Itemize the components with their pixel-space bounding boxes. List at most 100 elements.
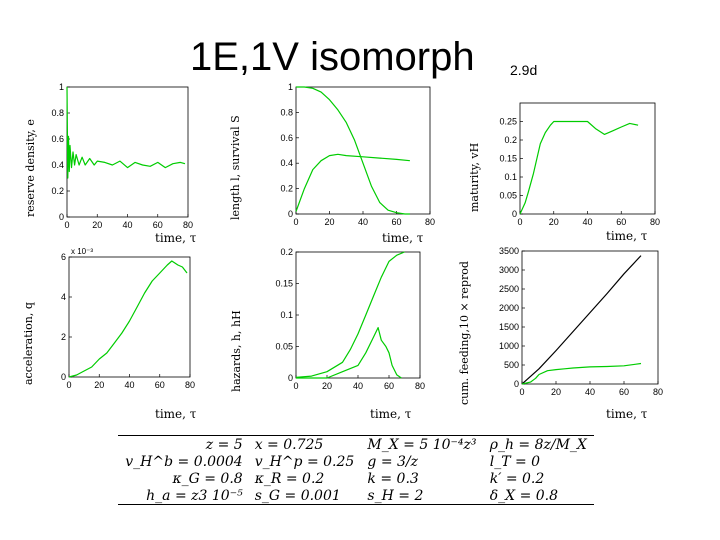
p1-plot-frame [66, 86, 189, 218]
param-cell: g = 3/z [367, 453, 419, 470]
param-cell: v_H^b = 0.0004 [125, 453, 243, 470]
param-cell: M_X = 5 10⁻⁴z³ [361, 435, 484, 453]
param-cell: κ_G = 0.8 [172, 470, 243, 487]
p2-ytick-label: 1 [288, 82, 293, 92]
parameter-table: z = 5 x = 0.725 M_X = 5 10⁻⁴z³ ρ_h = 8z/… [118, 435, 594, 505]
p1-xtick-label: 40 [122, 220, 132, 230]
p3-chart: 0 20 40 60 80 0 0.05 0.1 0.15 0.2 0.25 [499, 102, 660, 227]
param-cell: x = 0.725 [248, 435, 362, 453]
p1-ytick-label: 0.2 [51, 186, 64, 196]
p2-series-l [295, 153, 410, 212]
p3-ytick-label: 0.15 [499, 154, 517, 164]
p6-series-10-reprod [521, 362, 642, 385]
param-cell: z = 5 [118, 435, 249, 453]
p6-ytick-label: 2000 [499, 303, 519, 313]
p2-xlabel: time, τ [382, 231, 424, 245]
p6-xtick-label: 60 [619, 387, 629, 397]
p5-ytick-label: 0.15 [275, 279, 293, 289]
p2-ytick-label: 0.4 [280, 158, 293, 168]
p3-ytick-label: 0.2 [504, 135, 517, 145]
p1-ytick-label: 0.6 [51, 134, 64, 144]
p4-plot-frame [68, 256, 191, 378]
p6-ytick-label: 3000 [499, 265, 519, 275]
p2-xtick-label: 40 [358, 217, 368, 227]
p5-xlabel: time, τ [370, 407, 412, 421]
param-cell: h_a = z3 10⁻⁵ [118, 487, 249, 505]
param-row: κ_G = 0.8 κ_R = 0.2 k = 0.3 k′ = 0.2 [118, 470, 594, 487]
p3-xtick-label: 40 [582, 217, 592, 227]
p6-ytick-label: 1000 [499, 341, 519, 351]
p5-ylabel: hazards, h, hH [230, 310, 243, 392]
p2-ytick-label: 0.2 [280, 184, 293, 194]
p3-xlabel: time, τ [606, 229, 648, 243]
p4-xlabel: time, τ [155, 407, 197, 421]
p1-series-e [66, 86, 186, 179]
p3-ytick-label: 0 [512, 209, 517, 219]
p4-xtick-label: 60 [155, 380, 165, 390]
p5-series-hh [296, 327, 402, 379]
p5-xtick-label: 40 [353, 381, 363, 391]
p2-chart: 0 20 40 60 80 0 0.2 0.4 0.6 0.8 1 [280, 82, 435, 227]
p1-ytick-label: 0.8 [51, 108, 64, 118]
param-cell: δ_X = 0.8 [483, 487, 594, 505]
p4-xtick-label: 40 [124, 380, 134, 390]
p3-xtick-label: 0 [517, 217, 522, 227]
p3-xtick-label: 60 [616, 217, 626, 227]
p5-xtick-label: 80 [415, 381, 425, 391]
p3-ylabel: maturity, vH [468, 142, 481, 212]
p1-xtick-label: 80 [183, 220, 193, 230]
p4-ytick-label: 2 [61, 332, 66, 342]
p4-ytick-label: 4 [61, 292, 66, 302]
page-title: 1E,1V isomorph [190, 35, 475, 79]
p5-xtick-label: 20 [322, 381, 332, 391]
p6-ytick-label: 1500 [499, 322, 519, 332]
p4-xtick-label: 0 [66, 380, 71, 390]
p3-plot-frame [519, 102, 656, 215]
p2-series-s [296, 86, 410, 215]
p1-ytick-label: 0.4 [51, 160, 64, 170]
p6-series-cum-feeding [521, 255, 642, 385]
param-cell: s_G = 0.001 [248, 487, 362, 505]
p2-ytick-label: 0.8 [280, 107, 293, 117]
p4-series-q [68, 260, 188, 378]
p5-plot-frame [295, 251, 421, 379]
p1-xtick-label: 20 [92, 220, 102, 230]
p2-xtick-label: 60 [391, 217, 401, 227]
param-cell: κ_R = 0.2 [254, 470, 325, 487]
page-subtitle: 2.9d [510, 62, 538, 78]
p4-xtick-label: 80 [185, 380, 195, 390]
param-row: h_a = z3 10⁻⁵ s_G = 0.001 s_H = 2 δ_X = … [118, 487, 594, 505]
p4-xtick-label: 20 [94, 380, 104, 390]
p5-chart: 0 20 40 60 80 0 0.05 0.1 0.15 0.2 [275, 247, 425, 391]
param-cell: s_H = 2 [361, 487, 484, 505]
p1-xtick-label: 60 [153, 220, 163, 230]
param-cell: k′ = 0.2 [489, 470, 545, 487]
p1-ytick-label: 1 [59, 82, 64, 92]
p3-xtick-label: 20 [549, 217, 559, 227]
p6-xtick-label: 40 [585, 387, 595, 397]
p3-ytick-label: 0.1 [504, 172, 517, 182]
p1-xlabel: time, τ [155, 231, 197, 245]
p2-ytick-label: 0.6 [280, 133, 293, 143]
p5-ytick-label: 0.05 [275, 342, 293, 352]
p5-ytick-label: 0 [288, 373, 293, 383]
p4-ylabel: acceleration, q [22, 302, 35, 385]
p4-exponent-label: x 10⁻³ [71, 247, 93, 256]
p6-ylabel: cum. feeding,10 × reprod [458, 261, 471, 405]
p6-ytick-label: 0 [514, 379, 519, 389]
p6-xtick-label: 80 [653, 387, 663, 397]
p3-ytick-label: 0.05 [499, 191, 517, 201]
p6-xlabel: time, τ [606, 407, 648, 421]
p6-ytick-label: 2500 [499, 284, 519, 294]
p5-ytick-label: 0.2 [280, 247, 293, 257]
p6-ytick-label: 3500 [499, 246, 519, 256]
p2-xtick-label: 80 [425, 217, 435, 227]
p1-ylabel: reserve density, e [24, 119, 37, 217]
p2-xtick-label: 0 [293, 217, 298, 227]
p5-xtick-label: 60 [384, 381, 394, 391]
param-cell: ρ_h = 8z/M_X [483, 435, 594, 453]
p1-ytick-label: 0 [59, 212, 64, 222]
p3-ytick-label: 0.25 [499, 117, 517, 127]
p5-series-h [295, 251, 405, 378]
